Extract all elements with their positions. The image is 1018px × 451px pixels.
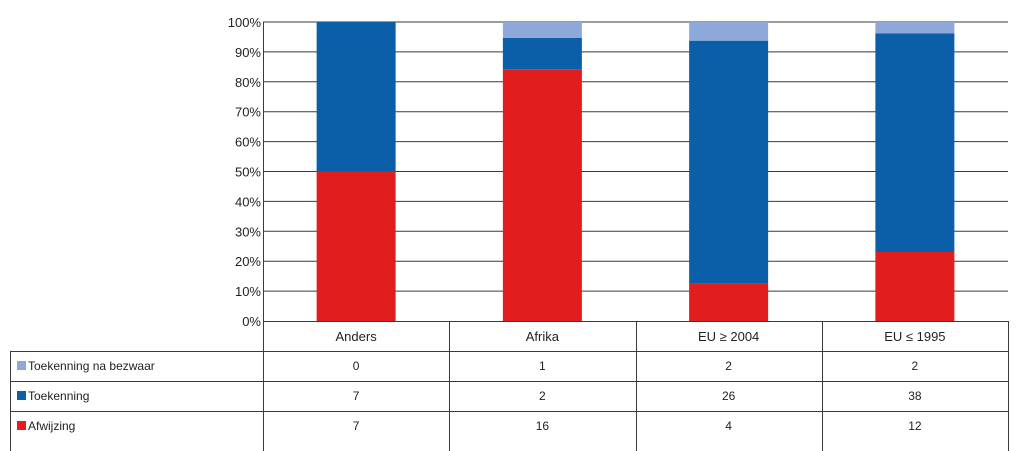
y-axis-tick-labels: 0% 10% 20% 30% 40% 50% 60% 70% 80% 90% 100% <box>228 15 262 329</box>
y-tick-label: 10% <box>235 284 261 299</box>
category-label: EU ≤ 1995 <box>884 329 945 344</box>
bar-segment <box>502 37 582 70</box>
table-cell-value: 26 <box>722 389 736 403</box>
table-cell-value: 16 <box>536 419 550 433</box>
legend-label: Afwijzing <box>28 419 75 433</box>
y-tick-label: 60% <box>235 135 261 150</box>
legend-label: Toekenning <box>28 389 89 403</box>
y-tick-label: 70% <box>235 105 261 120</box>
y-tick-label: 100% <box>228 15 262 30</box>
category-label: EU ≥ 2004 <box>698 329 759 344</box>
table-cell-value: 1 <box>539 359 546 373</box>
legend-swatch <box>17 421 26 430</box>
legend-swatch <box>17 361 26 370</box>
category-label: Afrika <box>526 329 560 344</box>
table-cell-value: 7 <box>353 419 360 433</box>
y-tick-label: 50% <box>235 165 261 180</box>
data-table: Anders Afrika EU ≥ 2004 EU ≤ 1995 Toekenning… <box>10 321 1009 451</box>
bar-segment <box>502 69 582 321</box>
y-tick-label: 90% <box>235 45 261 60</box>
table-cell-value: 0 <box>353 359 360 373</box>
y-tick-label: 20% <box>235 254 261 269</box>
table-cell-value: 7 <box>353 389 360 403</box>
table-cell-value: 2 <box>539 389 546 403</box>
bar-segment <box>502 22 582 38</box>
bar-segment <box>875 252 955 321</box>
bar-segment <box>875 22 955 34</box>
table-cell-value: 2 <box>912 359 919 373</box>
legend-label: Toekenning na bezwaar <box>28 359 155 373</box>
bar-segment <box>689 283 769 321</box>
table-cell-value: 12 <box>908 419 922 433</box>
y-tick-label: 40% <box>235 194 261 209</box>
y-tick-label: 80% <box>235 75 261 90</box>
table-cell-value: 4 <box>725 419 732 433</box>
y-tick-label: 0% <box>242 314 261 329</box>
bar-segment <box>316 22 396 172</box>
bars <box>316 22 955 321</box>
bar-segment <box>316 171 396 321</box>
legend-swatch <box>17 391 26 400</box>
table-cell-value: 2 <box>725 359 732 373</box>
bar-segment <box>875 33 955 252</box>
bar-segment <box>689 40 769 284</box>
y-tick-label: 30% <box>235 224 261 239</box>
category-label: Anders <box>336 329 378 344</box>
table-cell-value: 38 <box>908 389 922 403</box>
bar-segment <box>689 22 769 41</box>
